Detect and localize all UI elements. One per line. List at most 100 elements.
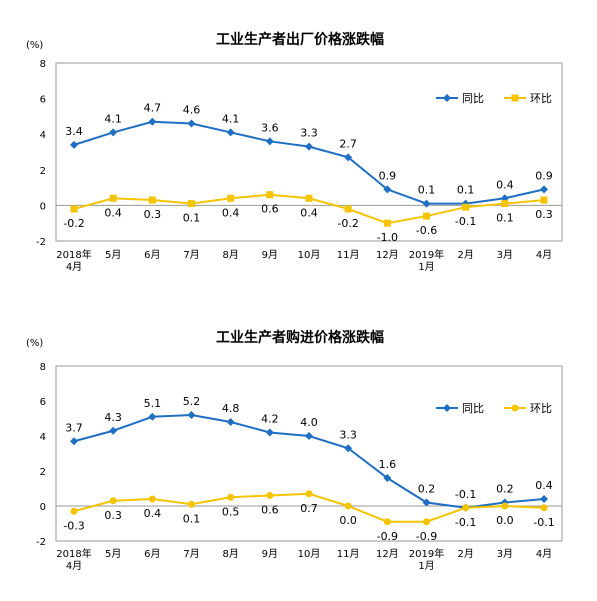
data-label: 2.7 (339, 137, 357, 150)
x-tick-label: 10月 (298, 249, 321, 261)
chart-title: 工业生产者购进价格涨跌幅 (216, 329, 384, 346)
x-tick-label: 10月 (298, 548, 321, 560)
data-point (226, 418, 235, 426)
x-tick-label: 7月 (183, 249, 199, 261)
x-tick-label: 2月 (457, 548, 473, 560)
x-tick-label: 2月 (457, 249, 473, 261)
data-point (501, 200, 509, 208)
data-label: -1.0 (377, 231, 398, 244)
legend: 同比 环比 (436, 402, 552, 415)
y-tick-label: 4 (40, 432, 46, 443)
data-label: 4.2 (261, 413, 279, 426)
data-point (540, 495, 548, 503)
data-label: 3.7 (65, 421, 83, 434)
y-tick-label: 0 (40, 201, 46, 212)
data-label: 0.4 (535, 479, 553, 492)
data-point (227, 194, 235, 202)
plot-area (55, 62, 563, 242)
legend-marker (443, 404, 451, 412)
data-point (148, 495, 156, 503)
data-label: 0.4 (496, 178, 514, 191)
data-label: 0.0 (496, 514, 514, 527)
data-label: -0.9 (377, 530, 398, 543)
x-tick-label: 9月 (262, 249, 278, 261)
data-label: 0.6 (261, 203, 279, 216)
data-point (266, 191, 274, 199)
data-point (540, 504, 548, 512)
x-tick-label: 12月 (376, 548, 399, 560)
data-label: 0.1 (183, 212, 201, 225)
data-label: 0.9 (379, 169, 397, 182)
data-point (109, 128, 118, 137)
data-label: 0.2 (496, 483, 514, 496)
data-point (70, 507, 78, 515)
data-point (305, 142, 313, 151)
data-point (265, 137, 274, 146)
x-tick-label: 1月 (418, 261, 434, 273)
data-point (305, 432, 313, 440)
x-tick-label: 2019年 (409, 248, 444, 261)
data-point (501, 502, 509, 510)
data-point (422, 199, 431, 208)
x-tick-label: 4月 (66, 560, 82, 572)
y-tick-label: 6 (40, 95, 46, 106)
x-tick-label: 8月 (222, 249, 238, 261)
data-point (462, 504, 470, 512)
legend-marker (511, 94, 519, 102)
data-label: 0.5 (222, 505, 240, 518)
data-point (383, 219, 391, 227)
x-tick-label: 4月 (536, 249, 552, 261)
data-label: 0.7 (300, 502, 318, 515)
y-tick-label: 2 (40, 166, 46, 177)
data-label: 0.0 (339, 514, 357, 527)
data-label: 0.9 (535, 169, 553, 182)
data-label: 1.6 (379, 458, 397, 471)
data-point (148, 412, 157, 421)
x-tick-label: 11月 (337, 249, 360, 261)
data-label: 3.4 (65, 125, 83, 138)
data-label: 0.1 (457, 184, 475, 197)
data-point (305, 490, 313, 498)
x-tick-label: 5月 (105, 249, 121, 261)
data-label: 0.1 (418, 184, 436, 197)
x-tick-label: 2018年 (56, 547, 91, 560)
data-point (70, 205, 78, 213)
data-point (462, 203, 470, 211)
data-point (109, 426, 118, 435)
data-label: 4.1 (222, 112, 240, 125)
x-tick-label: 8月 (222, 548, 238, 560)
data-point (109, 194, 117, 202)
chart-title: 工业生产者出厂价格涨跌幅 (216, 31, 384, 48)
x-tick-label: 3月 (497, 249, 513, 261)
x-tick-label: 2018年 (56, 248, 91, 261)
data-point (383, 185, 392, 194)
data-label: -0.2 (337, 217, 358, 230)
data-label: 4.1 (104, 112, 122, 125)
x-tick-label: 9月 (262, 548, 278, 560)
data-point (187, 411, 196, 419)
legend: 同比 环比 (436, 92, 552, 105)
data-point (187, 119, 196, 128)
data-label: 4.6 (183, 104, 201, 117)
plot-area (55, 365, 563, 542)
legend-marker (443, 94, 451, 102)
data-point (70, 140, 78, 149)
x-tick-label: 7月 (183, 548, 199, 560)
data-label: -0.6 (416, 224, 437, 237)
unit-label: (%) (26, 40, 43, 51)
x-tick-label: 6月 (144, 249, 160, 261)
x-tick-label: 12月 (376, 249, 399, 261)
data-label: 0.3 (144, 208, 162, 221)
data-label: 0.4 (144, 507, 162, 520)
data-label: 0.6 (261, 504, 279, 517)
y-tick-label: 4 (40, 130, 46, 141)
data-label: 3.3 (339, 428, 357, 441)
data-point (188, 200, 195, 208)
data-label: 4.0 (300, 416, 318, 429)
legend-label: 同比 (462, 92, 484, 105)
data-point (383, 474, 392, 482)
unit-label: (%) (26, 338, 43, 349)
data-point (383, 518, 391, 526)
data-point (227, 493, 235, 501)
